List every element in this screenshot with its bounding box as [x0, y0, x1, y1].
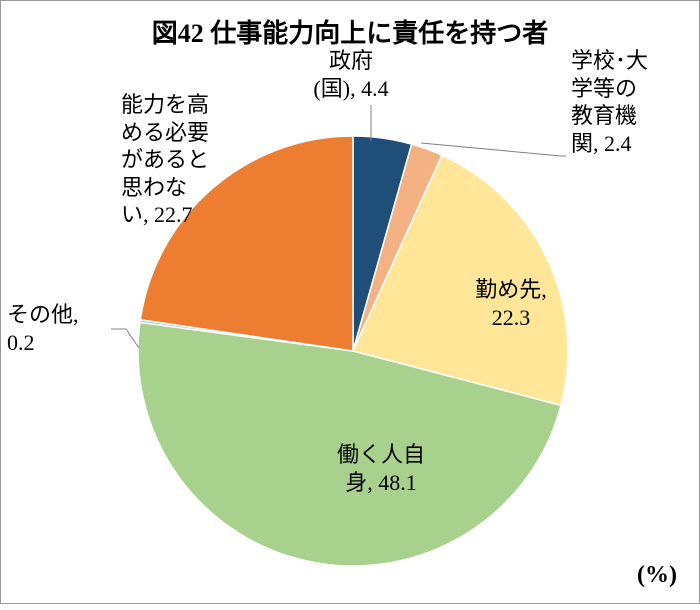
leader-school [421, 143, 566, 156]
unit-label: (%) [637, 562, 677, 589]
slice-label-employer: 勤め先,22.3 [431, 276, 591, 331]
slice-label-school: 学校･大学等の教育機関, 2.4 [571, 47, 681, 157]
slice-label-noneed: 能力を高める必要があると思わない, 22.7 [121, 91, 291, 229]
slice-label-other: その他,0.2 [7, 301, 127, 356]
slice-label-self: 働く人自身, 48.1 [281, 441, 481, 496]
chart-container: 図42 仕事能力向上に責任を持つ者 政府(国), 4.4学校･大学等の教育機関,… [0, 0, 700, 604]
slice-label-gov: 政府(国), 4.4 [271, 47, 431, 102]
